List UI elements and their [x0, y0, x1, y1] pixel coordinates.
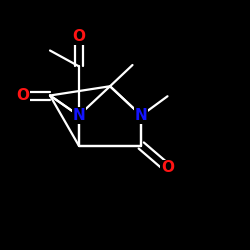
Text: O: O: [16, 88, 29, 103]
Text: N: N: [72, 108, 85, 123]
Text: O: O: [72, 29, 85, 44]
Text: O: O: [161, 160, 174, 176]
Text: N: N: [135, 108, 147, 123]
